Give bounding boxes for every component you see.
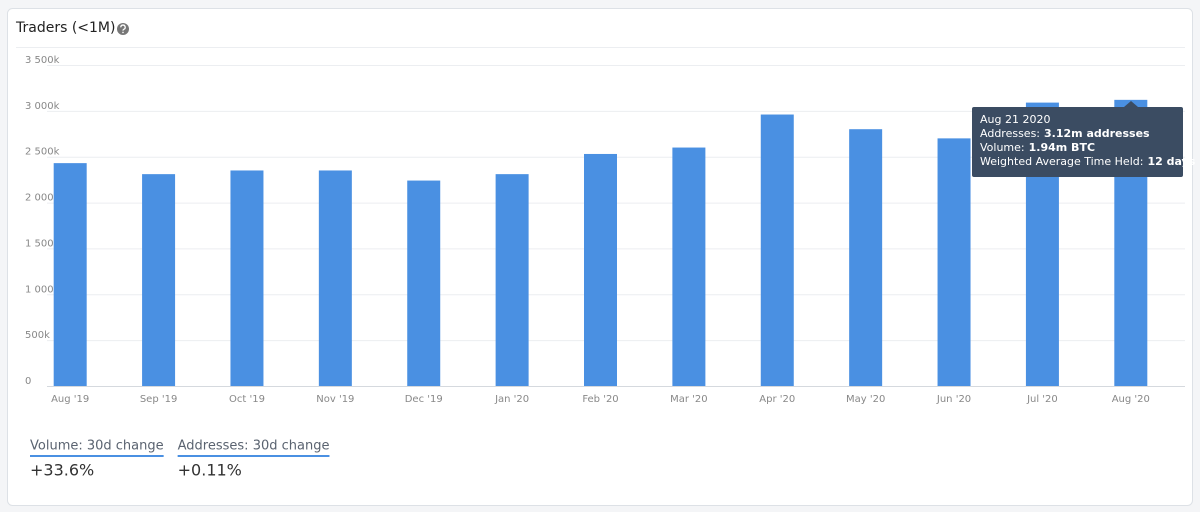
bar [672, 147, 706, 386]
x-tick-label: Jun '20 [936, 394, 971, 405]
bar [937, 138, 971, 386]
tooltip-label: Addresses: [980, 127, 1040, 140]
x-tick-label: Jul '20 [1026, 394, 1058, 405]
y-tick-label: 3 500k [25, 55, 60, 66]
y-tick-label: 2 000k [25, 193, 60, 204]
x-tick-label: Nov '19 [316, 394, 354, 405]
y-tick-label: 2 500k [25, 147, 60, 158]
bar [760, 114, 794, 387]
y-tick-label: 1 000k [25, 284, 60, 295]
x-tick-label: Aug '20 [1112, 394, 1150, 405]
tooltip-value: 3.12m addresses [1044, 127, 1150, 140]
x-tick-label: Oct '19 [229, 394, 265, 405]
y-tick-label: 0 [25, 376, 31, 387]
stat-value: +0.11% [178, 461, 242, 480]
x-tick-label: Mar '20 [670, 394, 708, 405]
bar [407, 180, 441, 386]
bar [584, 153, 617, 386]
x-tick-label: Aug '19 [51, 394, 89, 405]
x-tick-label: Sep '19 [140, 394, 178, 405]
x-tick-label: Jan '20 [494, 394, 529, 405]
bar [495, 174, 529, 386]
bar [849, 129, 883, 386]
help-icon[interactable] [117, 23, 129, 35]
tooltip-label: Weighted Average Time Held: [980, 155, 1143, 168]
x-tick-label: Dec '19 [405, 394, 443, 405]
y-tick-label: 1 500k [25, 238, 60, 249]
bar [230, 170, 264, 386]
tooltip-box [972, 107, 1183, 177]
bar [53, 163, 87, 386]
tooltip-arrow [1124, 101, 1138, 107]
stat-label: Addresses: 30d change [178, 439, 330, 454]
x-tick-label: Apr '20 [759, 394, 795, 405]
x-tick-label: Feb '20 [582, 394, 618, 405]
stat-label: Volume: 30d change [30, 439, 164, 454]
tooltip-row: Weighted Average Time Held: 12 days [980, 155, 1196, 168]
stat-value: +33.6% [30, 461, 94, 480]
chart-title: Traders (<1M) [15, 20, 115, 36]
tooltip-row: Addresses: 3.12m addresses [980, 127, 1150, 140]
tooltip-label: Volume: [980, 141, 1025, 154]
y-tick-label: 3 000k [25, 101, 60, 112]
tooltip-value: 1.94m BTC [1029, 141, 1095, 154]
tooltip-date: Aug 21 2020 [980, 113, 1050, 126]
tooltip-value: 12 days [1147, 155, 1195, 168]
bar [142, 174, 176, 386]
x-tick-label: May '20 [846, 394, 885, 405]
bar [318, 170, 352, 386]
y-tick-label: 500k [25, 330, 50, 341]
tooltip-row: Volume: 1.94m BTC [980, 141, 1095, 154]
